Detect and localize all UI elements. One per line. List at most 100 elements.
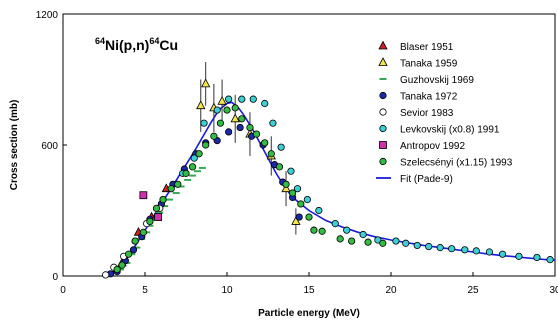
data-point: [202, 141, 210, 149]
data-point: [310, 226, 318, 234]
data-point: [374, 236, 382, 244]
data-point: [154, 213, 163, 221]
data-point: [195, 150, 203, 158]
data-point: [461, 246, 469, 254]
data-point: [269, 119, 277, 127]
data-point: [216, 119, 225, 127]
legend-marker: [379, 91, 387, 100]
data-point: [318, 227, 326, 235]
legend-marker: [378, 57, 388, 66]
data-point: [472, 247, 480, 255]
data-point: [201, 78, 211, 88]
series-antropov-1992: [139, 191, 163, 221]
data-point: [436, 244, 444, 252]
data-point: [293, 185, 302, 193]
data-point: [261, 99, 269, 108]
data-point: [392, 237, 400, 245]
data-point: [533, 253, 541, 262]
data-point: [402, 239, 410, 247]
title-reaction: Ni(p,n): [105, 37, 149, 53]
data-point: [152, 204, 161, 212]
data-point: [182, 169, 190, 177]
plot-frame: [62, 13, 556, 277]
data-point: [231, 104, 239, 112]
data-points: [102, 62, 554, 279]
data-point: [546, 256, 554, 264]
data-point: [287, 167, 295, 175]
data-point: [448, 245, 456, 253]
legend-label: Guzhovskij 1969: [400, 75, 474, 86]
y-tick-label: 600: [41, 141, 58, 152]
legend-marker: [379, 157, 387, 166]
data-point: [297, 200, 305, 208]
data-point: [282, 180, 290, 188]
data-point: [303, 195, 311, 204]
x-tick-label: 5: [142, 285, 148, 296]
x-tick-label: 20: [385, 285, 397, 296]
data-point: [113, 265, 121, 274]
data-point: [174, 180, 182, 188]
data-point: [129, 246, 138, 254]
data-point: [348, 237, 356, 245]
x-tick-label: 10: [221, 285, 233, 296]
data-point: [210, 132, 218, 140]
data-point: [359, 230, 367, 239]
legend-marker: [378, 40, 388, 50]
data-point: [295, 213, 303, 221]
legend-marker: [379, 108, 387, 116]
data-point: [252, 130, 261, 138]
legend-label: Fit (Pade-9): [400, 174, 453, 185]
data-point: [315, 206, 323, 215]
data-point: [413, 241, 421, 250]
data-point: [288, 189, 297, 197]
data-point: [146, 217, 154, 226]
data-point: [217, 95, 227, 105]
data-point: [125, 250, 133, 258]
data-point: [291, 216, 301, 225]
x-tick-label: 30: [549, 285, 558, 296]
title-mass-superscript-1: 64: [95, 36, 105, 46]
y-tick-label: 0: [52, 272, 58, 283]
x-tick-label: 15: [303, 285, 315, 296]
legend-label: Antropov 1992: [400, 141, 465, 152]
data-point: [188, 163, 197, 171]
data-point: [131, 237, 139, 245]
y-tick-label: 1200: [36, 10, 59, 21]
data-point: [225, 95, 233, 103]
data-point: [238, 95, 246, 103]
data-point: [515, 252, 523, 260]
series-szelecs-nyi-x1-15-1993: [113, 104, 387, 274]
legend-label: Tanaka 1972: [400, 92, 458, 103]
legend: Blaser 1951 Tanaka 1959 Guzhovskij 1969 Tan…: [376, 40, 513, 185]
data-point: [425, 242, 433, 251]
title-mass-superscript-2: 64: [149, 36, 159, 46]
data-point: [223, 106, 231, 114]
data-point: [159, 195, 167, 204]
legend-marker: [379, 141, 387, 149]
data-point: [238, 115, 246, 123]
data-point: [261, 139, 269, 147]
data-point: [364, 238, 372, 246]
legend-label: Levkovskij (x0.8) 1991: [400, 125, 500, 136]
legend-label: Blaser 1951: [400, 42, 454, 53]
data-point: [281, 183, 291, 193]
legend-label: Sevior 1983: [400, 108, 454, 119]
data-point: [139, 228, 147, 236]
y-axis-label: Cross section (mb): [9, 100, 20, 191]
legend-marker: [379, 124, 387, 133]
data-point: [139, 191, 148, 200]
data-point: [267, 150, 275, 158]
data-point: [102, 271, 110, 279]
data-point: [190, 154, 198, 162]
data-point: [167, 185, 175, 193]
legend-label: Tanaka 1959: [400, 59, 458, 70]
data-point: [277, 143, 285, 151]
chart-title: 64Ni(p,n)64Cu: [95, 36, 178, 53]
y-axis-ticks: 0 600 1200: [36, 10, 67, 283]
title-product: Cu: [159, 37, 178, 53]
x-tick-label: 25: [467, 285, 479, 296]
data-point: [275, 163, 284, 171]
data-point: [305, 213, 313, 221]
data-point: [249, 95, 257, 103]
